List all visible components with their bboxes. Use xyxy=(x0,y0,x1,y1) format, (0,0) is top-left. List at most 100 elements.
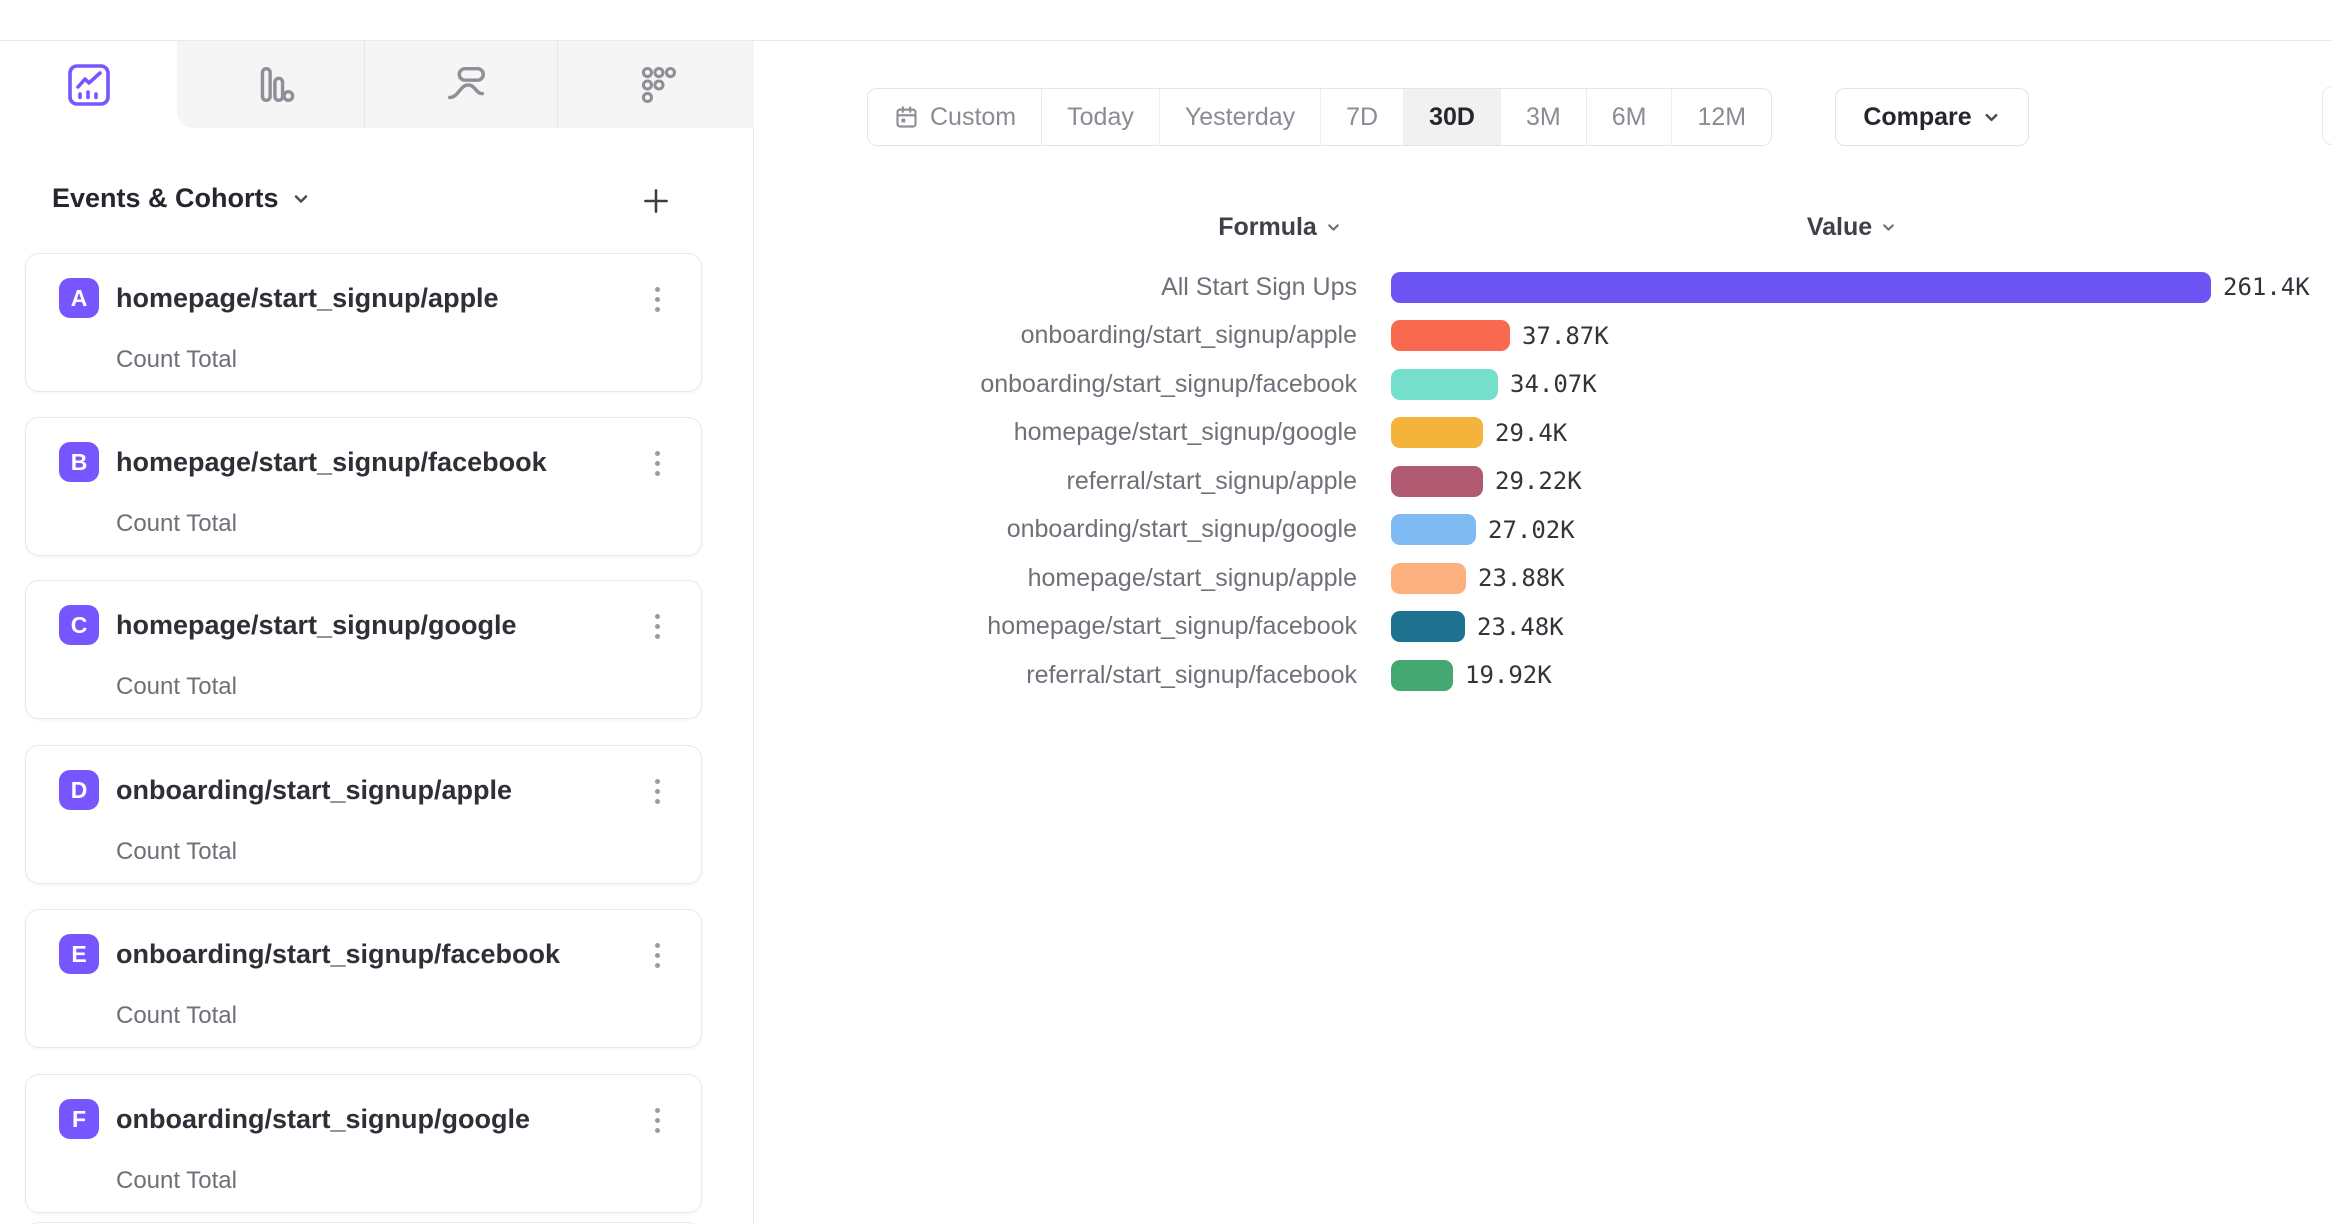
chart-row: onboarding/start_signup/facebook 34.07K xyxy=(760,360,2326,409)
event-card[interactable]: E onboarding/start_signup/facebook Count… xyxy=(25,909,702,1048)
chevron-down-icon xyxy=(291,189,311,209)
event-badge: F xyxy=(59,1099,99,1139)
date-range-30d[interactable]: 30D xyxy=(1404,89,1501,145)
date-range-label: 12M xyxy=(1697,102,1747,131)
bar-value: 261.4K xyxy=(2223,273,2310,302)
bar-value: 29.22K xyxy=(1495,467,1582,496)
bar[interactable] xyxy=(1391,514,1476,546)
event-metric-count-total: Count Total xyxy=(116,1002,237,1029)
event-title: onboarding/start_signup/facebook xyxy=(116,939,561,969)
bar[interactable] xyxy=(1391,611,1465,643)
event-badge: D xyxy=(59,770,99,810)
chart-row: onboarding/start_signup/apple 37.87K xyxy=(760,312,2326,361)
tab-insights-active[interactable] xyxy=(0,41,177,128)
chart-row: homepage/start_signup/google 29.4K xyxy=(760,409,2326,458)
bar-value: 19.92K xyxy=(1465,661,1552,690)
edge-button-partial[interactable] xyxy=(2322,86,2332,145)
event-title: homepage/start_signup/facebook xyxy=(116,447,547,477)
bar-label: referral/start_signup/apple xyxy=(1066,466,1357,495)
chart-row: homepage/start_signup/facebook 23.48K xyxy=(760,603,2326,652)
bar[interactable] xyxy=(1391,417,1483,449)
date-range-yesterday[interactable]: Yesterday xyxy=(1159,89,1322,145)
tab-retention[interactable] xyxy=(562,41,754,128)
date-range-label: 3M xyxy=(1525,102,1561,131)
chart-row: referral/start_signup/apple 29.22K xyxy=(760,457,2326,506)
event-metric-count-total: Count Total xyxy=(116,673,237,700)
date-range-6m[interactable]: 6M xyxy=(1586,89,1673,145)
chevron-down-icon xyxy=(1982,108,2001,127)
bar[interactable] xyxy=(1391,368,1498,400)
bar[interactable] xyxy=(1391,465,1483,497)
top-bar xyxy=(0,0,2332,41)
tab-divider xyxy=(364,41,365,128)
bar-label: onboarding/start_signup/facebook xyxy=(980,369,1357,398)
chart-row: All Start Sign Ups 261.4K xyxy=(760,263,2326,312)
date-range-label: 30D xyxy=(1429,102,1475,131)
bar[interactable] xyxy=(1391,562,1466,594)
date-range-custom[interactable]: Custom xyxy=(868,89,1043,145)
formula-header-label: Formula xyxy=(1218,213,1317,241)
date-range-7d[interactable]: 7D xyxy=(1321,89,1405,145)
bar-label: referral/start_signup/facebook xyxy=(1026,660,1357,689)
date-range-label: 6M xyxy=(1611,102,1647,131)
bar-value: 34.07K xyxy=(1510,370,1597,399)
event-card[interactable]: C homepage/start_signup/google Count Tot… xyxy=(25,580,702,719)
bar-label: All Start Sign Ups xyxy=(1161,272,1357,301)
tab-divider xyxy=(557,41,558,128)
add-event-button[interactable] xyxy=(636,181,676,221)
event-title: homepage/start_signup/google xyxy=(116,610,517,640)
event-metric-count-total: Count Total xyxy=(116,838,237,865)
bar-label: onboarding/start_signup/apple xyxy=(1020,321,1357,350)
kebab-menu-icon[interactable] xyxy=(639,607,675,645)
kebab-menu-icon[interactable] xyxy=(639,280,675,318)
date-range-3m[interactable]: 3M xyxy=(1500,89,1587,145)
value-column-header[interactable]: Value xyxy=(1742,213,1962,242)
date-range-12m[interactable]: 12M xyxy=(1672,89,1772,145)
chart-row: referral/start_signup/facebook 19.92K xyxy=(760,651,2326,700)
compare-button[interactable]: Compare xyxy=(1835,88,2029,146)
events-cohorts-header[interactable]: Events & Cohorts xyxy=(52,183,311,214)
event-metric-count-total: Count Total xyxy=(116,346,237,373)
compare-label: Compare xyxy=(1863,102,1972,131)
event-metric-count-total: Count Total xyxy=(116,1167,237,1194)
event-title: onboarding/start_signup/google xyxy=(116,1104,530,1134)
bar-value: 23.88K xyxy=(1478,564,1565,593)
event-card[interactable]: D onboarding/start_signup/apple Count To… xyxy=(25,745,702,884)
bar-value: 29.4K xyxy=(1495,418,1568,447)
bar[interactable] xyxy=(1391,659,1453,691)
calendar-icon xyxy=(893,104,920,131)
date-range-label: Today xyxy=(1067,102,1134,131)
event-title: homepage/start_signup/apple xyxy=(116,283,499,313)
formula-column-header[interactable]: Formula xyxy=(1170,213,1390,242)
bar-label: homepage/start_signup/google xyxy=(1013,418,1357,447)
event-card[interactable]: B homepage/start_signup/facebook Count T… xyxy=(25,417,702,556)
tab-bar-chart[interactable] xyxy=(177,41,369,128)
date-range-label: Custom xyxy=(930,102,1017,131)
kebab-menu-icon[interactable] xyxy=(639,444,675,482)
retention-dots-icon xyxy=(635,62,681,108)
kebab-menu-icon[interactable] xyxy=(639,1101,675,1139)
events-cohorts-title: Events & Cohorts xyxy=(52,183,279,213)
chevron-down-icon xyxy=(1880,219,1897,236)
chart-row: homepage/start_signup/apple 23.88K xyxy=(760,554,2326,603)
bar-value: 23.48K xyxy=(1477,612,1564,641)
event-metric-count-total: Count Total xyxy=(116,510,237,537)
query-builder-sidebar: Events & Cohorts A homepage/start_signup… xyxy=(0,41,754,1224)
chart-row: onboarding/start_signup/google 27.02K xyxy=(760,506,2326,555)
line-chart-icon xyxy=(65,61,113,109)
kebab-menu-icon[interactable] xyxy=(639,772,675,810)
event-card[interactable]: A homepage/start_signup/apple Count Tota… xyxy=(25,253,702,392)
date-range-today[interactable]: Today xyxy=(1042,89,1160,145)
bar-chart-icon xyxy=(250,62,296,108)
bar[interactable] xyxy=(1391,320,1510,352)
event-card[interactable]: F onboarding/start_signup/google Count T… xyxy=(25,1074,702,1213)
bar[interactable] xyxy=(1391,271,2211,303)
chevron-down-icon xyxy=(1325,219,1342,236)
tab-flows[interactable] xyxy=(370,41,562,128)
date-range-label: Yesterday xyxy=(1184,102,1296,131)
kebab-menu-icon[interactable] xyxy=(639,936,675,974)
date-range-control: Custom Today Yesterday 7D 30D 3M 6M 12M xyxy=(867,88,1773,146)
bar-label: homepage/start_signup/facebook xyxy=(987,612,1357,641)
bar-value: 27.02K xyxy=(1488,515,1575,544)
